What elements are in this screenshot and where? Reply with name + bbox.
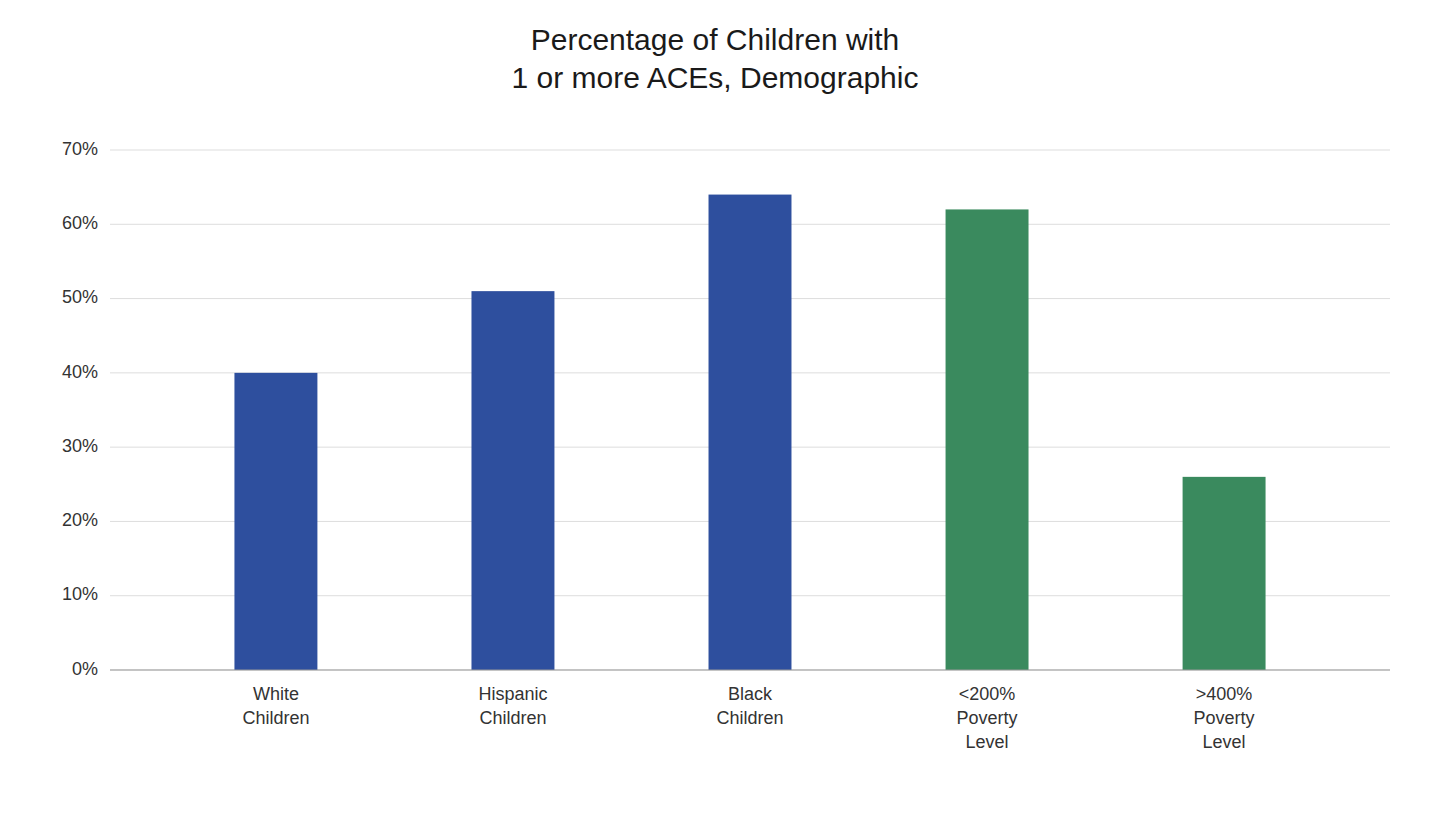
x-axis-line	[110, 670, 1390, 671]
chart: Percentage of Children with1 or more ACE…	[0, 0, 1430, 835]
y-tick-label: 20%	[62, 510, 98, 530]
bar	[471, 291, 554, 670]
y-tick-label: 40%	[62, 362, 98, 382]
x-tick-label: HispanicChildren	[478, 684, 547, 728]
grid-line	[110, 670, 1390, 671]
bar	[234, 373, 317, 670]
y-tick-label: 0%	[72, 659, 98, 679]
bar	[709, 195, 792, 670]
title: Percentage of Children with1 or more ACE…	[512, 23, 919, 94]
grid	[110, 150, 1390, 670]
bar	[1183, 477, 1266, 670]
y-tick-label: 60%	[62, 213, 98, 233]
grid-line	[110, 150, 1390, 151]
y-tick-label: 30%	[62, 436, 98, 456]
bars	[234, 195, 1265, 670]
y-tick-label: 50%	[62, 287, 98, 307]
x-tick-label: >400%PovertyLevel	[1194, 684, 1255, 752]
chart-container: Percentage of Children with1 or more ACE…	[0, 0, 1430, 835]
x-tick-label: WhiteChildren	[242, 684, 309, 728]
bar	[946, 209, 1029, 670]
y-tick-label: 10%	[62, 584, 98, 604]
y-tick-label: 70%	[62, 139, 98, 159]
x-tick-label: BlackChildren	[716, 684, 783, 728]
x-tick-label: <200%PovertyLevel	[957, 684, 1018, 752]
